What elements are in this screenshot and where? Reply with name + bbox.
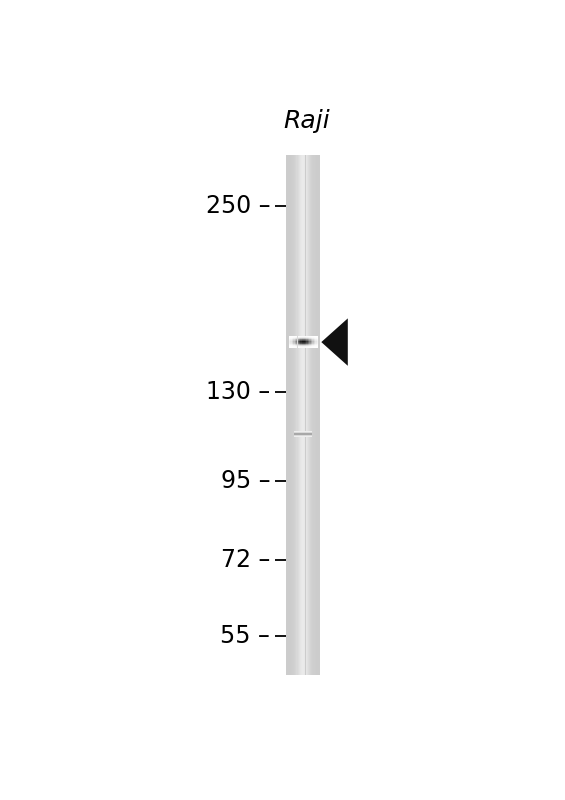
Bar xyxy=(291,154,292,675)
Bar xyxy=(286,154,319,675)
Bar xyxy=(317,154,318,675)
Text: 72 –: 72 – xyxy=(221,548,270,572)
Bar xyxy=(311,154,312,675)
Bar xyxy=(308,154,309,675)
Polygon shape xyxy=(321,318,348,366)
Bar xyxy=(301,154,302,675)
Bar xyxy=(303,154,305,675)
Text: 55 –: 55 – xyxy=(220,624,270,648)
Bar xyxy=(294,154,295,675)
Text: 130 –: 130 – xyxy=(206,380,270,404)
Bar xyxy=(305,154,306,675)
Bar xyxy=(289,154,290,675)
Bar xyxy=(292,154,293,675)
Bar xyxy=(299,154,300,675)
Bar xyxy=(286,154,288,675)
Bar xyxy=(316,154,317,675)
Bar xyxy=(293,154,294,675)
Bar xyxy=(307,154,308,675)
Bar xyxy=(318,154,319,675)
Bar xyxy=(290,154,291,675)
Bar xyxy=(297,154,298,675)
Text: 250 –: 250 – xyxy=(206,194,270,218)
Bar xyxy=(315,154,316,675)
Bar xyxy=(300,154,301,675)
Bar xyxy=(295,154,297,675)
Bar xyxy=(314,154,315,675)
Text: 95 –: 95 – xyxy=(220,469,270,493)
Bar xyxy=(310,154,311,675)
Bar xyxy=(306,154,307,675)
Bar xyxy=(319,154,320,675)
Bar xyxy=(298,154,299,675)
Text: Raji: Raji xyxy=(284,109,331,133)
Bar xyxy=(309,154,310,675)
Bar xyxy=(288,154,289,675)
Bar xyxy=(302,154,303,675)
Bar xyxy=(312,154,314,675)
